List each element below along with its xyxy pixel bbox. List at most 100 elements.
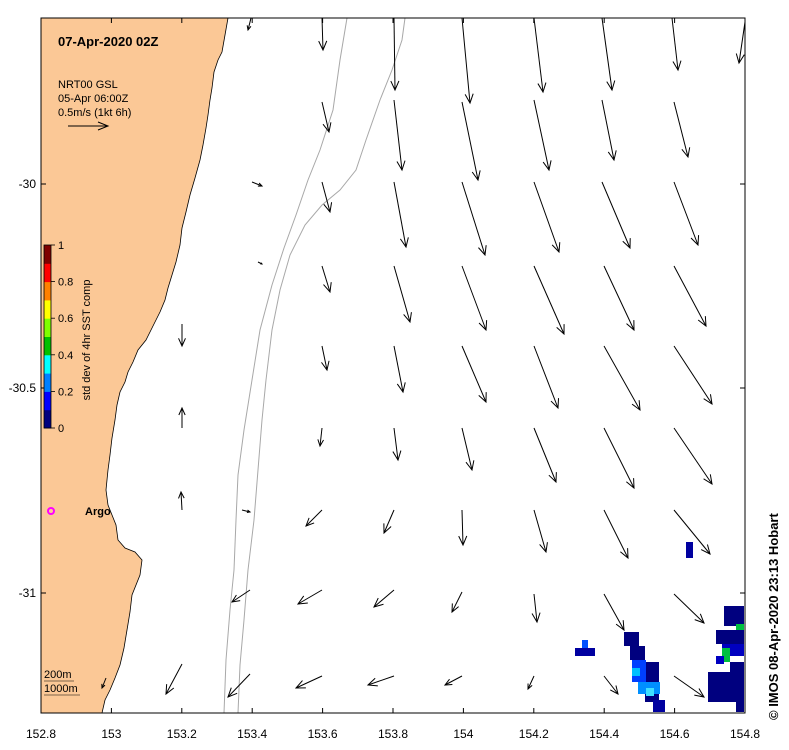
legend-source: NRT00 GSL <box>58 79 118 91</box>
current-arrow <box>321 181 333 214</box>
current-arrow <box>366 675 395 687</box>
current-arrow <box>296 589 323 605</box>
current-arrow <box>178 406 186 428</box>
current-arrow <box>393 99 406 172</box>
current-arrow <box>533 427 557 484</box>
imos-credit: © IMOS 08-Apr-2020 23:13 Hobart <box>766 513 781 720</box>
current-arrow <box>178 490 185 511</box>
current-arrow <box>603 675 619 695</box>
current-arrow <box>458 509 468 547</box>
current-arrow <box>227 673 251 698</box>
current-arrow <box>533 509 548 554</box>
contour-1000m <box>237 17 406 714</box>
current-arrow <box>101 677 107 690</box>
current-arrow <box>673 427 713 486</box>
current-arrow <box>392 427 402 462</box>
legend-date: 05-Apr 06:00Z <box>58 93 129 105</box>
contour-label-1000m: 1000m <box>44 683 78 695</box>
colorbar-tick-label: 0.6 <box>58 313 73 325</box>
current-arrow <box>461 345 487 404</box>
current-arrow <box>321 265 332 294</box>
current-arrow <box>461 17 474 105</box>
sst-stddev-cells <box>575 542 744 712</box>
current-arrow <box>294 675 323 689</box>
current-arrow <box>257 261 264 265</box>
colorbar-tick-label: 1 <box>58 240 64 252</box>
current-arrow <box>461 265 488 332</box>
x-tick-label: 153.2 <box>167 727 197 741</box>
argo-label: Argo <box>85 506 111 518</box>
current-arrow <box>531 593 541 624</box>
x-tick-label: 153 <box>101 727 121 741</box>
x-tick-label: 153.4 <box>237 727 267 741</box>
current-arrow <box>165 663 183 696</box>
current-arrow <box>230 589 251 603</box>
current-arrow <box>533 345 560 410</box>
current-arrow <box>673 265 707 328</box>
current-arrow <box>603 509 629 560</box>
current-arrow <box>533 265 565 336</box>
current-vectors <box>101 17 746 698</box>
current-arrow <box>735 21 746 65</box>
map-title: 07-Apr-2020 02Z <box>58 34 158 49</box>
legend-arrow-icon <box>68 121 110 131</box>
current-arrow <box>383 509 395 535</box>
current-arrow <box>393 265 412 324</box>
current-arrow <box>305 509 323 527</box>
current-arrow <box>533 99 552 172</box>
contour-200m <box>223 17 348 714</box>
colorbar-label: std dev of 4hr SST comp <box>81 280 93 401</box>
current-arrow <box>673 675 705 698</box>
current-arrow <box>601 181 631 250</box>
y-tick-label: -30 <box>19 177 37 191</box>
argo-float-marker <box>47 507 55 515</box>
current-arrow <box>393 181 409 249</box>
y-tick-label: -31 <box>19 586 37 600</box>
current-arrow <box>443 675 463 686</box>
colorbar <box>44 245 51 429</box>
y-tick-label: -30.5 <box>9 381 37 395</box>
current-arrow <box>390 17 400 92</box>
current-arrow <box>603 427 635 490</box>
current-arrow <box>393 345 406 394</box>
contour-label-200m: 200m <box>44 669 72 681</box>
x-tick-label: 153.6 <box>308 727 338 741</box>
current-arrow <box>178 324 186 348</box>
x-tick-label: 152.8 <box>26 727 56 741</box>
current-arrow <box>603 345 641 412</box>
current-arrow <box>246 17 252 32</box>
current-arrow <box>673 345 713 406</box>
x-tick-label: 154 <box>453 727 473 741</box>
colorbar-tick-label: 0.8 <box>58 277 73 289</box>
current-arrow <box>533 17 547 94</box>
current-arrow <box>533 181 561 254</box>
legend-scale: 0.5m/s (1kt 6h) <box>58 107 131 119</box>
colorbar-tick-label: 0 <box>58 423 64 435</box>
current-arrow <box>241 509 252 514</box>
current-arrow <box>373 589 395 608</box>
current-arrow <box>673 181 700 247</box>
current-arrow <box>601 17 616 92</box>
current-arrow <box>317 427 324 448</box>
current-arrow <box>673 101 691 159</box>
x-tick-label: 154.6 <box>660 727 690 741</box>
current-arrow <box>673 509 711 555</box>
current-arrow <box>461 427 475 472</box>
current-arrow <box>601 99 617 162</box>
current-arrow <box>527 675 535 691</box>
x-tick-label: 154.2 <box>519 727 549 741</box>
current-arrow <box>671 17 682 72</box>
current-arrow <box>461 101 481 182</box>
current-arrow <box>673 593 705 624</box>
current-arrow <box>603 265 635 332</box>
current-arrow <box>603 593 625 632</box>
current-arrow <box>251 181 264 187</box>
x-tick-label: 154.4 <box>589 727 619 741</box>
coastline-land <box>40 17 229 714</box>
current-arrow <box>321 101 332 134</box>
x-tick-label: 154.8 <box>730 727 760 741</box>
current-arrow <box>451 591 463 614</box>
current-arrow <box>321 345 330 372</box>
colorbar-tick-label: 0.4 <box>58 350 73 362</box>
